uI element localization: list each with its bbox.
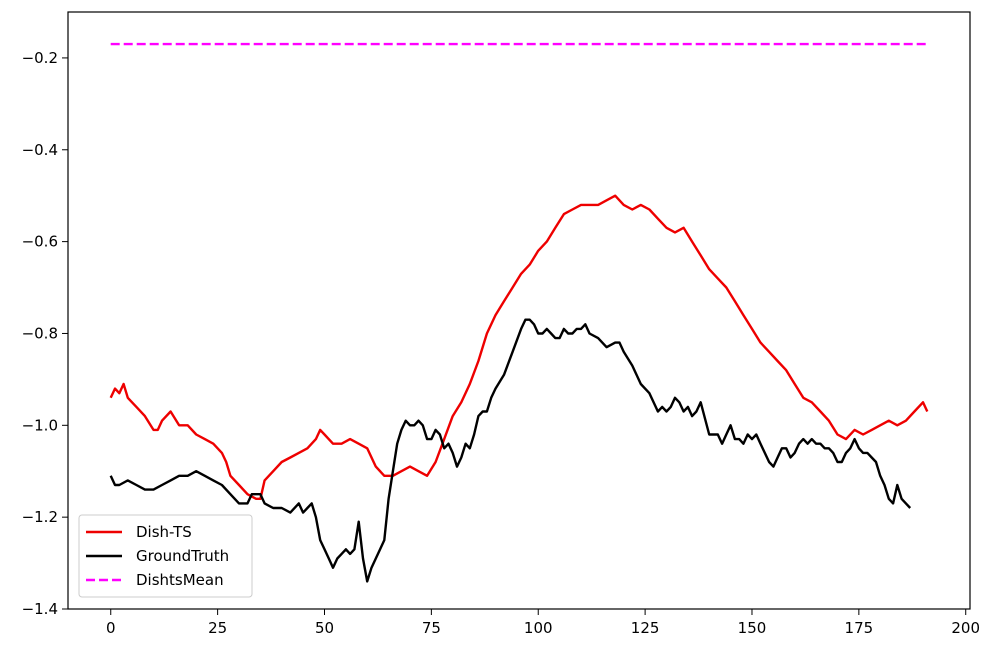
x-tick-label: 200 <box>951 619 980 637</box>
x-tick-label: 0 <box>106 619 116 637</box>
x-tick-label: 25 <box>208 619 227 637</box>
x-tick-label: 125 <box>631 619 660 637</box>
x-tick-label: 50 <box>315 619 334 637</box>
legend: Dish-TS GroundTruth DishtsMean <box>78 514 253 598</box>
series-line-dish-ts <box>109 194 929 500</box>
x-tick-label: 100 <box>524 619 553 637</box>
x-tick-label: 75 <box>422 619 441 637</box>
plot-frame <box>67 11 971 610</box>
y-tick-label: −1.4 <box>22 600 58 618</box>
x-tick-label: 150 <box>738 619 767 637</box>
series-line-groundtruth <box>109 318 912 583</box>
y-tick-label: −0.6 <box>22 233 58 251</box>
series-layer <box>109 42 929 583</box>
legend-label: GroundTruth <box>136 547 229 565</box>
legend-label: Dish-TS <box>136 523 192 541</box>
y-tick-label: −0.2 <box>22 49 58 67</box>
x-tick-label: 175 <box>845 619 874 637</box>
legend-label: DishtsMean <box>136 571 224 589</box>
y-tick-label: −0.8 <box>22 324 58 342</box>
y-tick-label: −0.4 <box>22 141 58 159</box>
legend-box <box>78 514 253 598</box>
y-tick-label: −1.0 <box>22 416 58 434</box>
axis-layer: 0 25 50 75 100 125 150 175 200 −1.4 −1.2 −1.0 −0.8 −0… <box>22 49 980 637</box>
y-tick-label: −1.2 <box>22 508 58 526</box>
